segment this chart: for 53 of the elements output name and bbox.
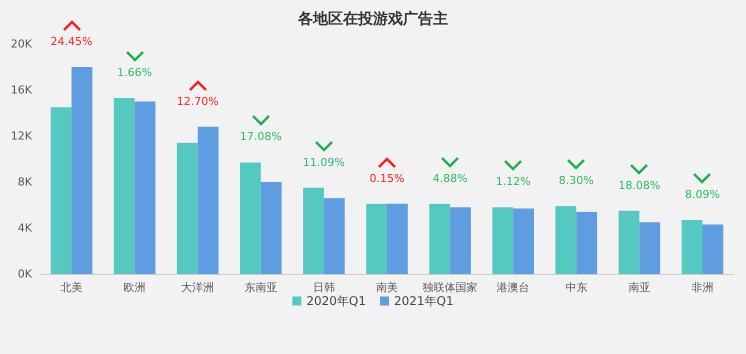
- bar: [429, 204, 450, 274]
- bar: [450, 207, 471, 274]
- bar: [114, 98, 135, 274]
- bar: [198, 126, 219, 274]
- bar: [366, 204, 387, 274]
- bar: [618, 210, 640, 274]
- y-tick-label: 4K: [18, 222, 33, 234]
- x-tick-label: 非洲: [691, 281, 714, 294]
- annotation: 24.45%: [50, 35, 93, 48]
- bar: [303, 188, 324, 274]
- annotation: 4.88%: [432, 172, 468, 185]
- bar: [639, 222, 660, 274]
- x-tick-label: 东南亚: [244, 281, 278, 294]
- x-tick-label: 北美: [60, 281, 83, 294]
- y-tick-label: 12K: [10, 130, 33, 142]
- x-tick-label: 港澳台: [496, 281, 530, 294]
- chart-title: 各地区在投游戏广告主: [297, 10, 448, 28]
- annotation: 17.08%: [240, 130, 282, 144]
- bar: [134, 102, 156, 274]
- bar: [492, 207, 514, 274]
- bar: [702, 224, 724, 274]
- bar: [50, 107, 72, 274]
- x-tick-label: 独联体国家: [422, 281, 478, 294]
- y-tick-label: 20K: [10, 38, 33, 50]
- x-tick-label: 大洋洲: [181, 281, 214, 294]
- annotation: 11.09%: [302, 156, 345, 169]
- annotation: 8.09%: [684, 188, 720, 201]
- annotation: 18.08%: [618, 178, 660, 192]
- annotation: 12.70%: [176, 94, 219, 108]
- legend-label: 2021年Q1: [394, 294, 454, 308]
- y-tick-label: 8K: [18, 176, 33, 188]
- bar: [324, 198, 345, 274]
- bar: [682, 220, 702, 274]
- bar: [176, 142, 198, 274]
- x-tick-label: 日韩: [312, 281, 335, 294]
- x-tick-label: 欧洲: [124, 281, 146, 294]
- y-tick-label: 16K: [10, 84, 33, 96]
- annotation: 8.30%: [558, 174, 594, 188]
- y-tick-label: 0K: [18, 268, 33, 280]
- x-tick-label: 中东: [565, 281, 588, 294]
- bar: [513, 208, 534, 274]
- annotation: 0.15%: [370, 172, 404, 185]
- x-tick-label: 南亚: [628, 281, 650, 294]
- legend-label: 2020年Q1: [306, 294, 366, 308]
- x-tick-label: 南美: [376, 281, 398, 294]
- bar: [72, 67, 92, 274]
- bar: [576, 212, 598, 274]
- bar: [240, 162, 261, 274]
- bar: [555, 206, 576, 274]
- annotation: 1.12%: [496, 175, 531, 188]
- bar: [387, 204, 408, 274]
- bar: [260, 182, 282, 274]
- annotation: 1.66%: [117, 66, 152, 80]
